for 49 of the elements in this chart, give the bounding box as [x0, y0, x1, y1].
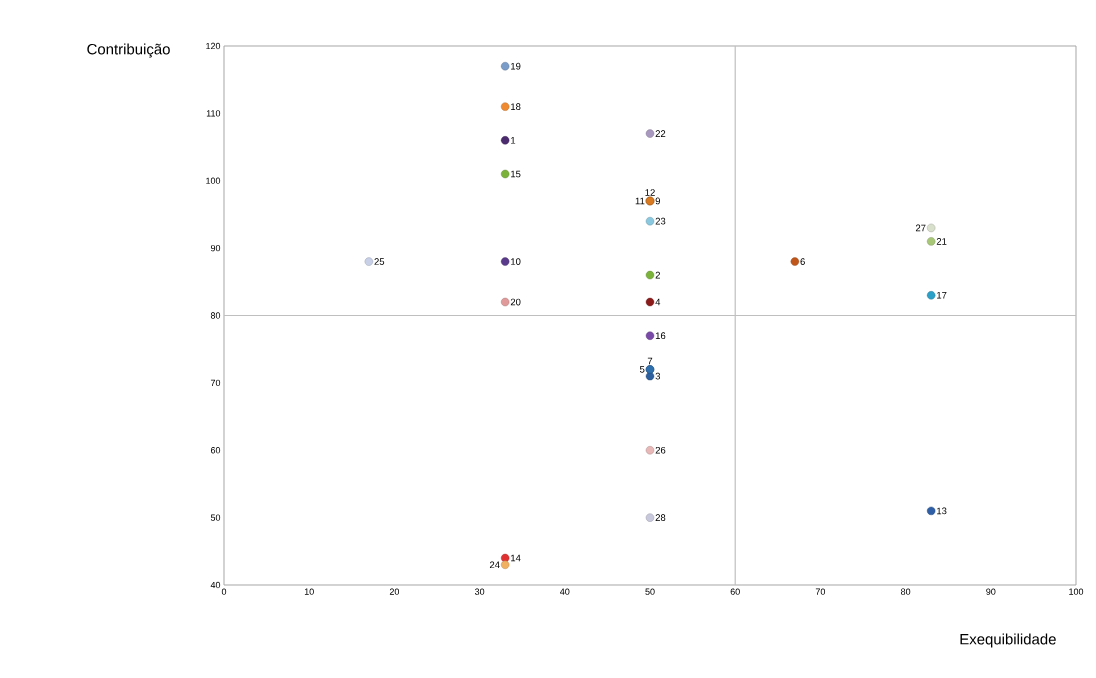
x-tick-label: 60 [730, 588, 740, 595]
series-label: 22 [655, 130, 666, 137]
series-label: 4 [655, 298, 661, 306]
series-label: 26 [655, 446, 666, 454]
series-label: 3 [655, 372, 661, 380]
x-tick-label: 90 [986, 588, 996, 595]
y-tick-label: 40 [210, 581, 221, 589]
x-tick-label: 10 [304, 588, 314, 595]
series-label: 1 [511, 137, 516, 144]
series-label: 7 [647, 357, 653, 365]
y-tick-label: 50 [210, 514, 221, 521]
series-label: 16 [655, 332, 666, 340]
x-tick-label: 20 [389, 588, 400, 595]
y-tick-label: 110 [206, 110, 221, 117]
series-label: 10 [511, 258, 521, 265]
series-label: 25 [374, 258, 385, 265]
series-label: 15 [511, 170, 521, 178]
y-tick-label: 60 [210, 447, 221, 454]
y-tick-label: 90 [210, 244, 221, 252]
x-tick-label: 0 [221, 588, 227, 595]
series-label: 23 [655, 217, 666, 225]
series-label: 20 [510, 298, 521, 306]
series-label: 13 [937, 507, 947, 515]
x-tick-label: 100 [1069, 588, 1084, 595]
series-label: 6 [800, 258, 805, 265]
series-label: 5 [639, 366, 645, 373]
series-label: 21 [936, 238, 947, 245]
series-label: 17 [937, 292, 947, 299]
series-label: 2 [655, 271, 660, 279]
series-label: 18 [511, 103, 521, 110]
series-label: 28 [655, 514, 666, 521]
x-tick-label: 50 [645, 588, 655, 595]
series-label: 24 [489, 561, 500, 569]
x-axis-title: Exequibilidade [960, 633, 1056, 648]
x-tick-label: 70 [815, 588, 826, 595]
series-label: 12 [645, 189, 655, 196]
series-label: 27 [915, 224, 926, 232]
y-axis-title: Contribuição [87, 43, 170, 58]
series-label: 19 [511, 62, 521, 70]
series-label: 9 [655, 197, 660, 205]
series-label: 11 [635, 197, 645, 205]
y-tick-label: 120 [206, 42, 221, 50]
y-tick-label: 70 [210, 379, 221, 387]
y-tick-label: 100 [206, 177, 221, 184]
x-tick-label: 40 [560, 588, 570, 595]
series-label: 14 [511, 554, 521, 562]
x-tick-label: 80 [901, 588, 911, 595]
y-tick-label: 80 [210, 312, 221, 319]
x-tick-label: 30 [474, 588, 485, 595]
